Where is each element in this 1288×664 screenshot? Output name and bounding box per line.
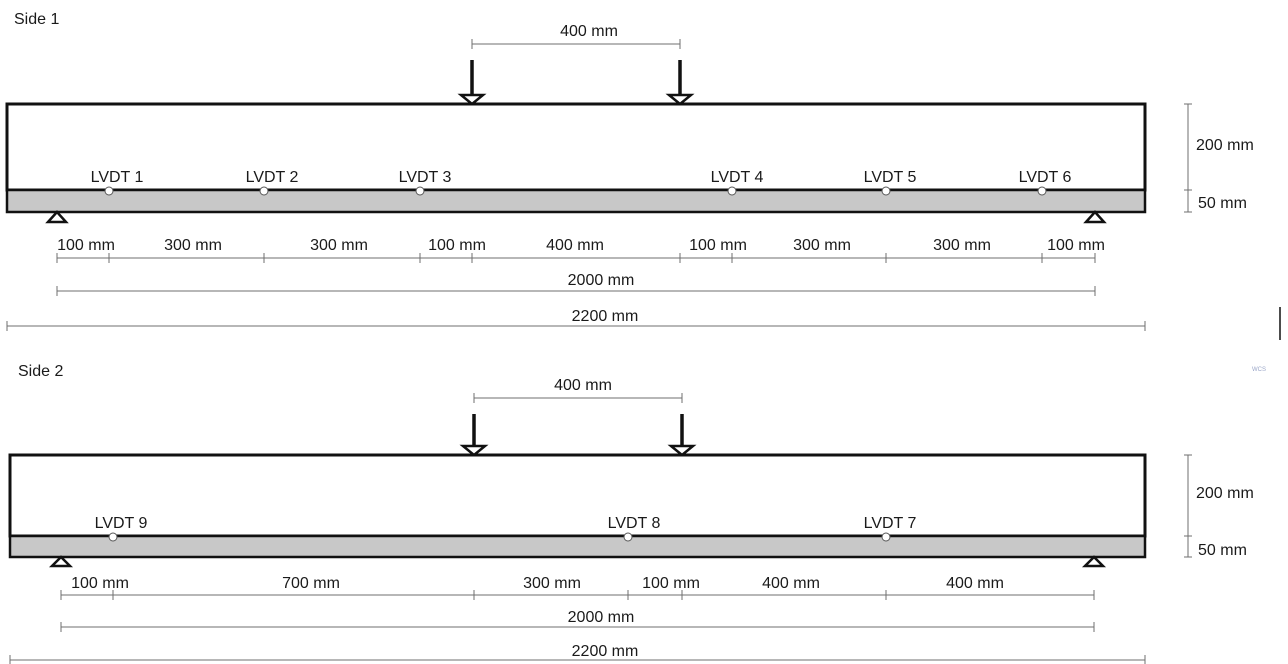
segment-label: 400 mm — [946, 575, 1004, 592]
side-2-lvdt-8: LVDT 8 — [608, 515, 661, 542]
lvdt-label: LVDT 2 — [246, 169, 299, 186]
side-1-height-upper-label: 200 mm — [1196, 137, 1254, 154]
side-2-total-label: 2200 mm — [572, 643, 639, 660]
lvdt-label: LVDT 6 — [1019, 169, 1072, 186]
lvdt-label: LVDT 1 — [91, 169, 144, 186]
side-1-beam — [5, 102, 1147, 192]
side-1-span-label: 2000 mm — [568, 272, 635, 289]
side-2-load-spacing-label: 400 mm — [554, 377, 612, 394]
lvdt-label: LVDT 5 — [864, 169, 917, 186]
segment-label: 100 mm — [642, 575, 700, 592]
side-2-load-spacing-dimension: 400 mm — [473, 377, 683, 403]
side-1-beam-bottom-layer — [5, 188, 1147, 214]
segment-label: 700 mm — [282, 575, 340, 592]
side-2-beam-bottom-layer — [8, 534, 1147, 559]
side-1-title: Side 1 — [14, 11, 59, 28]
side-1-load-left-arrow — [457, 60, 487, 106]
side-2-lvdt-7: LVDT 7 — [864, 515, 917, 542]
segment-label: 400 mm — [762, 575, 820, 592]
segment-label: 300 mm — [164, 237, 222, 254]
side-2-left-support — [48, 555, 74, 568]
side-1-right-support — [1083, 210, 1107, 224]
side-2-total-dimension: 2200 mm — [9, 643, 1146, 664]
side-2-load-left-arrow — [459, 414, 489, 457]
segment-label: 100 mm — [1047, 237, 1105, 254]
side-1-lvdt-6: LVDT 6 — [1019, 169, 1072, 196]
side-2-segment-dimensions: 100 mm 700 mm 300 mm 100 mm 400 mm 400 m… — [60, 575, 1095, 600]
lvdt-label: LVDT 8 — [608, 515, 661, 532]
side-2-right-support — [1081, 555, 1107, 568]
side-2-height-upper-label: 200 mm — [1196, 485, 1254, 502]
side-2-height-dimension: 200 mm 50 mm — [1184, 454, 1254, 559]
side-1-segment-dimensions: 100 mm 300 mm 300 mm 100 mm 400 mm 100 m… — [56, 237, 1105, 263]
side-1-lvdt-5: LVDT 5 — [864, 169, 917, 196]
side-1-lvdt-3: LVDT 3 — [399, 169, 452, 196]
side-1-lvdt-2: LVDT 2 — [246, 169, 299, 196]
segment-label: 100 mm — [57, 237, 115, 254]
side-1-span-dimension: 2000 mm — [56, 272, 1096, 296]
segment-label: 100 mm — [428, 237, 486, 254]
side-1-load-spacing-dimension: 400 mm — [471, 23, 681, 49]
side-1-lvdt-1: LVDT 1 — [91, 169, 144, 196]
side-1-height-dimension: 200 mm 50 mm — [1184, 103, 1254, 213]
side-1-height-lower-label: 50 mm — [1198, 195, 1247, 212]
side-1-diagram: Side 1 400 mm LVDT 1 LVDT 2 — [5, 11, 1254, 331]
lvdt-label: LVDT 9 — [95, 515, 148, 532]
side-2-lvdt-9: LVDT 9 — [95, 515, 148, 542]
side-1-left-support — [45, 210, 69, 224]
segment-label: 400 mm — [546, 237, 604, 254]
side-1-lvdt-4: LVDT 4 — [711, 169, 764, 196]
side-1-load-right-arrow — [665, 60, 695, 106]
side-2-span-dimension: 2000 mm — [60, 609, 1095, 632]
side-2-span-label: 2000 mm — [568, 609, 635, 626]
segment-label: 300 mm — [310, 237, 368, 254]
side-1-total-label: 2200 mm — [572, 308, 639, 325]
watermark: WCS — [1252, 367, 1266, 373]
segment-label: 100 mm — [71, 575, 129, 592]
side-2-diagram: Side 2 400 mm LVDT 9 LVDT 8 — [8, 363, 1254, 664]
lvdt-label: LVDT 3 — [399, 169, 452, 186]
lvdt-label: LVDT 7 — [864, 515, 917, 532]
lvdt-label: LVDT 4 — [711, 169, 764, 186]
segment-label: 300 mm — [933, 237, 991, 254]
segment-label: 300 mm — [523, 575, 581, 592]
side-2-height-lower-label: 50 mm — [1198, 542, 1247, 559]
side-2-title: Side 2 — [18, 363, 63, 380]
side-1-load-spacing-label: 400 mm — [560, 23, 618, 40]
segment-label: 300 mm — [793, 237, 851, 254]
side-1-total-dimension: 2200 mm — [6, 308, 1146, 331]
side-2-beam — [8, 453, 1147, 538]
side-2-load-right-arrow — [667, 414, 697, 457]
segment-label: 100 mm — [689, 237, 747, 254]
